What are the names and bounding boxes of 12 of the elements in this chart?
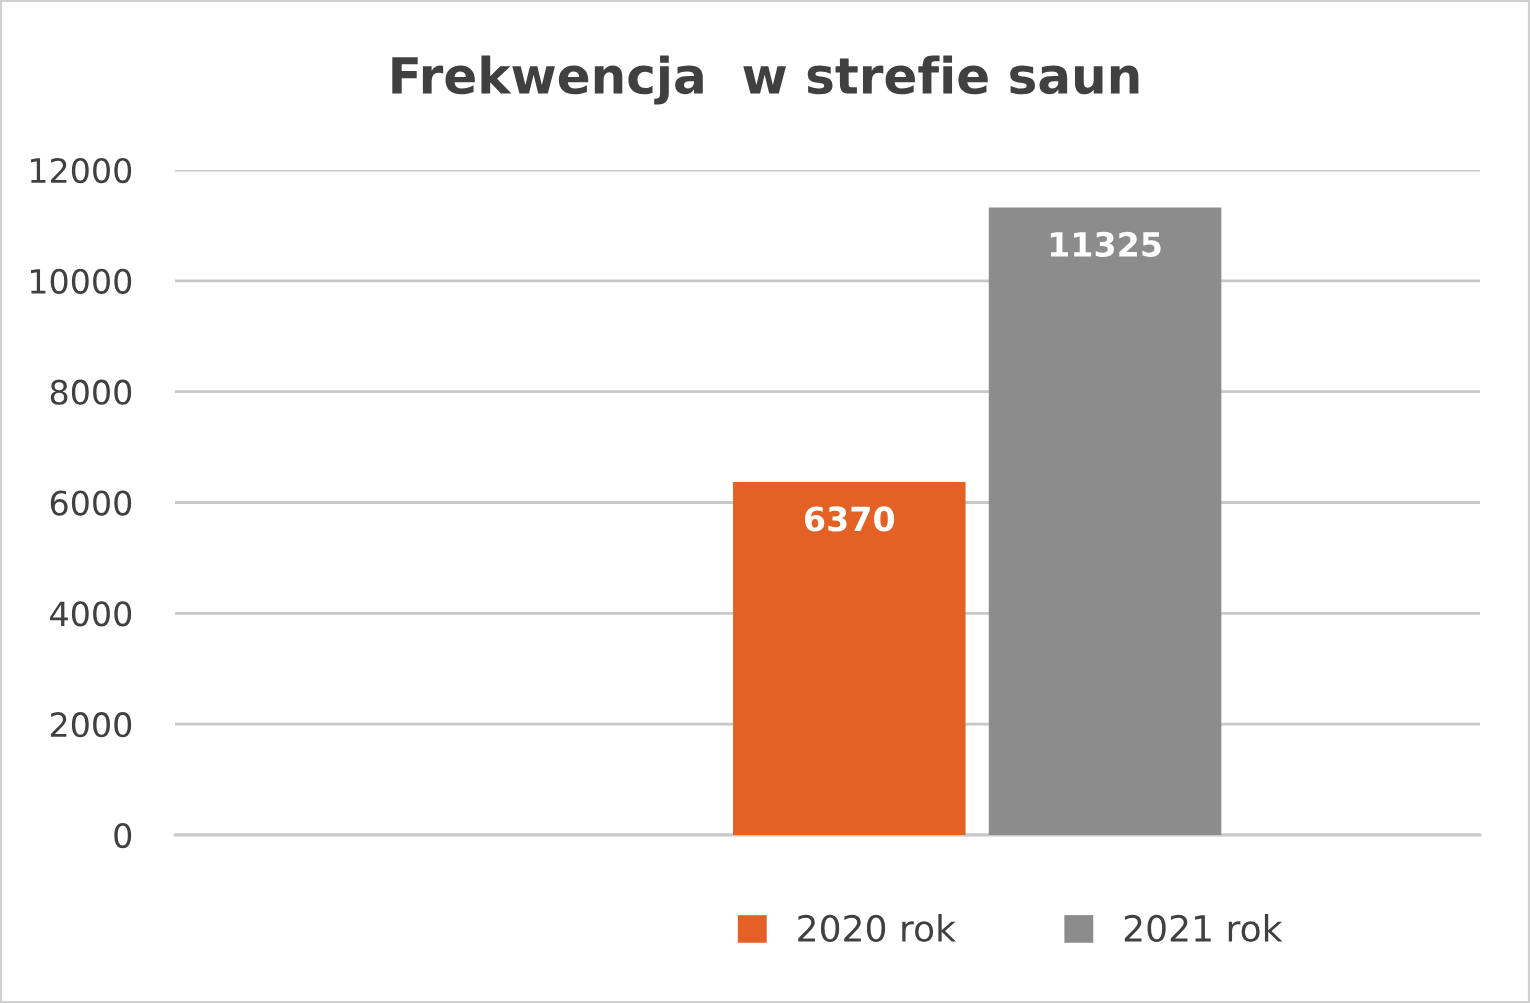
y-tick-label: 10000 xyxy=(30,268,132,294)
data-label: 6370 xyxy=(804,506,895,532)
legend-label: 2020 rok xyxy=(798,914,956,942)
y-tick-label: 8000 xyxy=(50,379,132,405)
legend-label: 2021 rok xyxy=(1124,914,1283,942)
y-tick-label: 12000 xyxy=(30,157,132,184)
y-tick-label: 4000 xyxy=(50,601,132,627)
y-tick-label: 2000 xyxy=(50,712,132,738)
chart-title: Frekwencja w strefie saun xyxy=(392,55,1139,105)
data-label: 11325 xyxy=(1050,231,1161,257)
y-tick-label: 6000 xyxy=(50,490,132,516)
y-tick-label: 0 xyxy=(114,822,132,849)
